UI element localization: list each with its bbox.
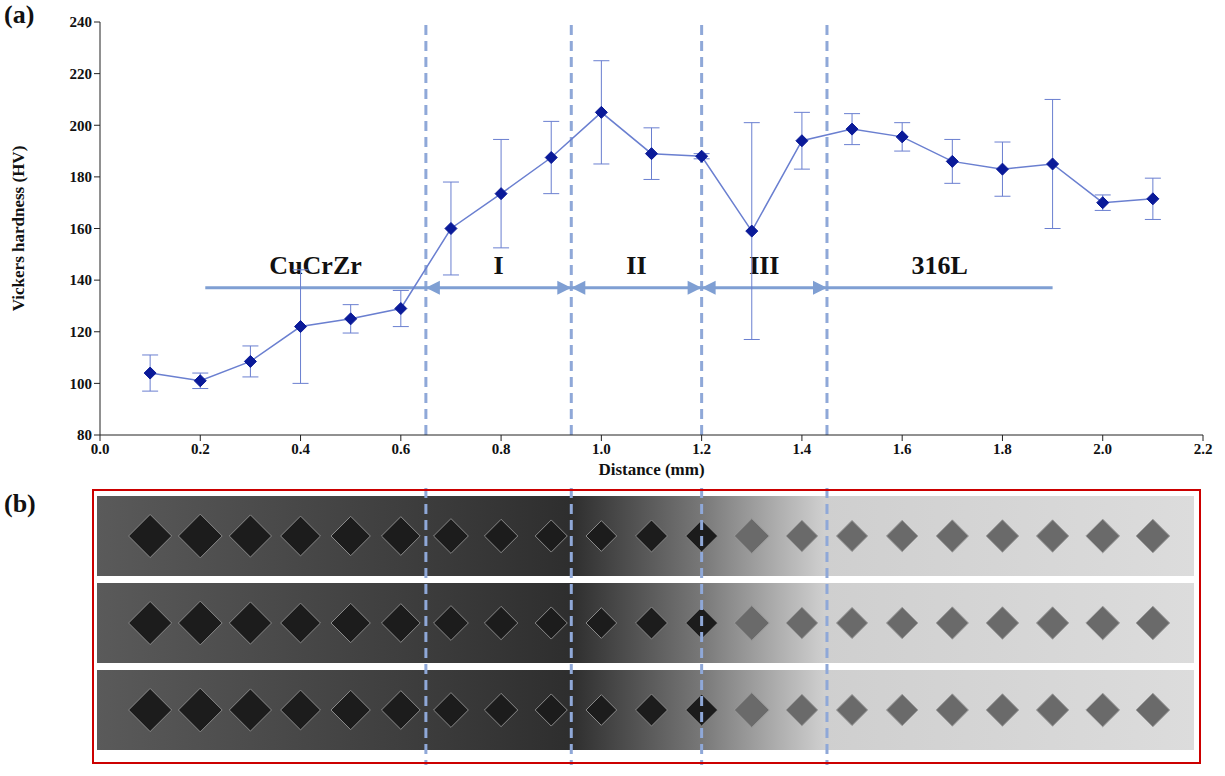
- svg-text:0.2: 0.2: [191, 441, 210, 457]
- html-text:(a): (a): [4, 0, 35, 29]
- svg-text:160: 160: [70, 221, 93, 237]
- svg-text:100: 100: [70, 376, 93, 392]
- svg-text:220: 220: [70, 66, 93, 82]
- svg-text:2.2: 2.2: [1194, 441, 1213, 457]
- svg-text:120: 120: [70, 324, 93, 340]
- svg-text:II: II: [626, 251, 646, 280]
- svg-text:200: 200: [70, 118, 93, 134]
- svg-text:1.0: 1.0: [592, 441, 611, 457]
- svg-text:CuCrZr: CuCrZr: [269, 251, 361, 280]
- svg-text:Vickers hardness (HV): Vickers hardness (HV): [9, 146, 28, 312]
- svg-text:180: 180: [70, 169, 93, 185]
- svg-text:140: 140: [70, 272, 93, 288]
- svg-text:240: 240: [70, 14, 93, 30]
- svg-text:0.0: 0.0: [91, 441, 110, 457]
- svg-text:80: 80: [77, 427, 92, 443]
- svg-text:I: I: [494, 251, 504, 280]
- svg-text:0.8: 0.8: [492, 441, 511, 457]
- svg-text:0.4: 0.4: [291, 441, 310, 457]
- svg-text:1.2: 1.2: [692, 441, 711, 457]
- svg-text:1.8: 1.8: [993, 441, 1012, 457]
- svg-text:III: III: [749, 251, 779, 280]
- svg-text:(b): (b): [4, 489, 36, 518]
- svg-text:0.6: 0.6: [391, 441, 410, 457]
- svg-text:Distance (mm): Distance (mm): [598, 460, 704, 479]
- svg-text:1.4: 1.4: [793, 441, 812, 457]
- svg-text:1.6: 1.6: [893, 441, 912, 457]
- svg-text:2.0: 2.0: [1093, 441, 1112, 457]
- svg-text:316L: 316L: [912, 251, 968, 280]
